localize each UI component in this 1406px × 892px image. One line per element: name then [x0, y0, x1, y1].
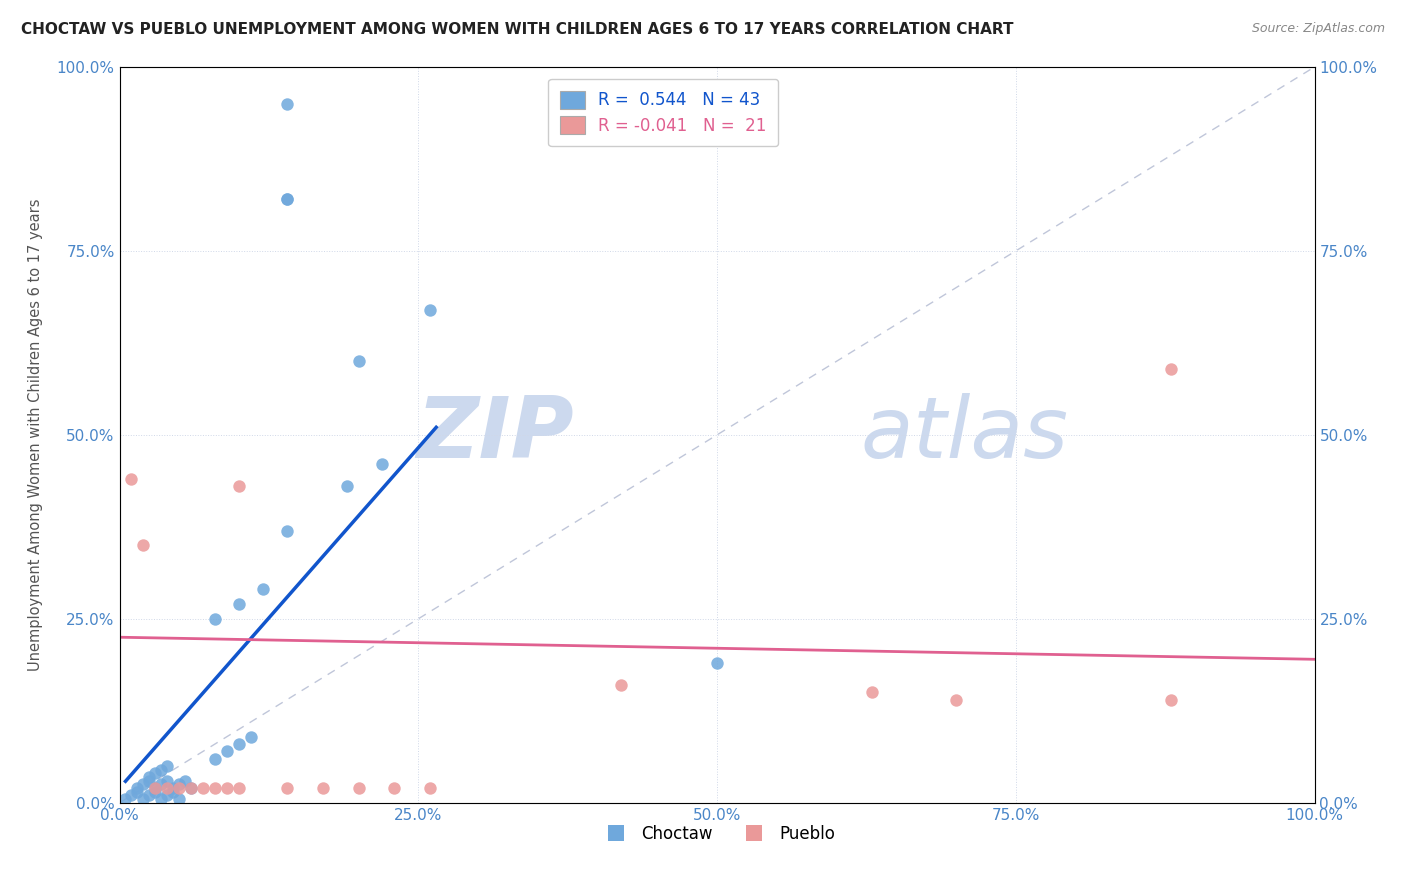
Point [180, 781, 202, 796]
Point [371, 457, 394, 471]
Text: CHOCTAW VS PUEBLO UNEMPLOYMENT AMONG WOMEN WITH CHILDREN AGES 6 TO 17 YEARS CORR: CHOCTAW VS PUEBLO UNEMPLOYMENT AMONG WOM… [21, 22, 1014, 37]
Point [276, 524, 298, 538]
Point [121, 472, 143, 486]
Point [336, 479, 357, 493]
Point [610, 678, 633, 692]
Point [138, 789, 160, 803]
Point [156, 789, 179, 803]
Point [150, 792, 173, 806]
Point [114, 792, 136, 806]
Point [228, 479, 250, 493]
Point [239, 730, 263, 744]
Point [276, 781, 298, 796]
Point [150, 763, 173, 777]
Point [191, 781, 215, 796]
Point [145, 766, 166, 780]
Point [312, 781, 335, 796]
Point [419, 302, 441, 317]
Point [180, 781, 202, 796]
Point [347, 781, 370, 796]
Point [228, 597, 250, 611]
Point [156, 759, 179, 773]
Point [217, 781, 239, 796]
Point [127, 785, 149, 799]
Point [204, 751, 226, 765]
Point [252, 582, 274, 597]
Point [276, 193, 298, 207]
Point [132, 538, 155, 552]
Point [162, 785, 184, 799]
Point [1160, 361, 1182, 376]
Point [419, 781, 441, 796]
Point [174, 773, 197, 788]
Point [162, 781, 184, 796]
Point [862, 685, 884, 699]
Point [228, 781, 250, 796]
Point [276, 193, 298, 207]
Point [276, 96, 298, 111]
Point [150, 777, 173, 791]
Point [204, 612, 226, 626]
Legend: Choctaw, Pueblo: Choctaw, Pueblo [592, 818, 842, 850]
Point [156, 773, 179, 788]
Text: Source: ZipAtlas.com: Source: ZipAtlas.com [1251, 22, 1385, 36]
Point [204, 781, 226, 796]
Point [706, 656, 728, 670]
Text: ZIP: ZIP [416, 393, 574, 476]
Text: atlas: atlas [860, 393, 1069, 476]
Point [169, 777, 191, 791]
Point [145, 781, 166, 796]
Point [169, 781, 191, 796]
Point [347, 354, 370, 368]
Point [132, 777, 155, 791]
Point [156, 781, 179, 796]
Point [121, 789, 143, 803]
Point [228, 737, 250, 751]
Point [945, 692, 967, 706]
Point [382, 781, 406, 796]
Point [217, 744, 239, 758]
Point [1160, 692, 1182, 706]
Point [132, 792, 155, 806]
Point [138, 773, 160, 788]
Point [127, 781, 149, 796]
Point [145, 785, 166, 799]
Y-axis label: Unemployment Among Women with Children Ages 6 to 17 years: Unemployment Among Women with Children A… [28, 199, 42, 671]
Point [145, 781, 166, 796]
Point [169, 792, 191, 806]
Point [138, 770, 160, 784]
